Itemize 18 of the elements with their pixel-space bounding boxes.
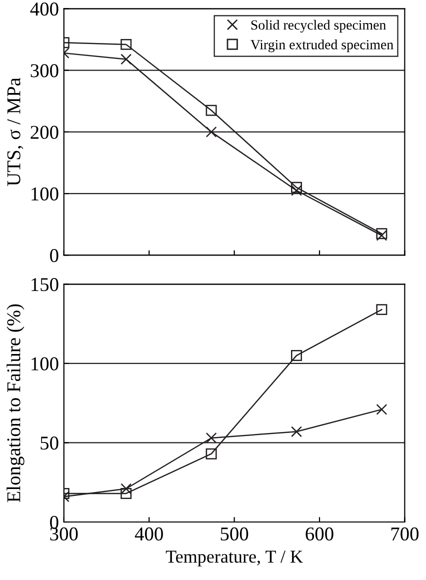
y-tick-label: 100 (32, 187, 58, 201)
x-tick-label: 700 (391, 527, 419, 541)
x-tick-label: 600 (306, 527, 334, 541)
x-axis-title: Temperature, T / K (166, 550, 303, 566)
x-tick-label: 500 (220, 527, 248, 541)
y-tick-label: 0 (50, 516, 58, 529)
x-tick-label: 400 (134, 527, 163, 541)
legend-label: Solid recycled specimen (251, 20, 386, 33)
y-tick-label: 0 (50, 249, 58, 262)
y-tick-label: 300 (30, 64, 58, 78)
y-tick-label: 200 (30, 126, 58, 139)
y-tick-label: 400 (30, 2, 58, 16)
y-tick-label: 150 (32, 278, 58, 292)
y-tick-label: 100 (32, 357, 58, 370)
legend-label: Virgin extruded specimen (250, 40, 394, 52)
y-axis-title: Elongation to Failure (%) (6, 304, 24, 502)
y-axis-title: UTS, σ / MPa (7, 78, 24, 186)
y-tick-label: 50 (40, 436, 58, 450)
